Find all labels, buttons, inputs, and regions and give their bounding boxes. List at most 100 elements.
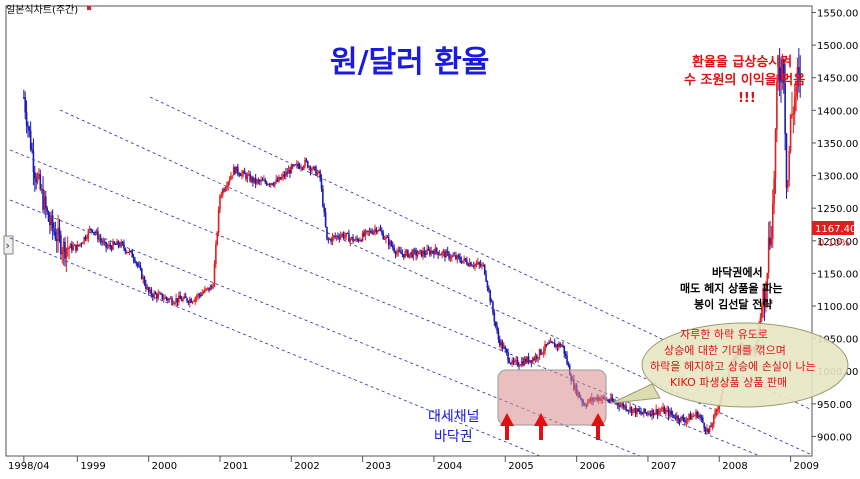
candle-body-up — [762, 288, 764, 307]
candle-body-down — [28, 126, 31, 131]
candle-body-down — [704, 428, 707, 432]
candle-body-down — [564, 354, 567, 356]
scroll-handle[interactable] — [3, 235, 14, 255]
candle-body-down — [618, 405, 620, 407]
candle-body-up — [112, 241, 114, 250]
candle-body-down — [276, 179, 279, 182]
candle-body-down — [505, 349, 508, 353]
candle-body-up — [787, 180, 789, 188]
x-tick-label: 2006 — [580, 461, 605, 472]
candle-body-up — [158, 293, 161, 295]
candle-body-down — [379, 229, 382, 231]
candle-body-down — [382, 232, 385, 240]
candle-body-up — [335, 235, 338, 237]
candle-body-up — [767, 237, 770, 273]
candle-body-up — [422, 250, 424, 257]
candle-body-down — [139, 265, 142, 269]
candle-body-down — [294, 164, 297, 166]
price-series — [23, 47, 802, 435]
candle-body-up — [500, 341, 502, 346]
candle-body-up — [95, 231, 98, 234]
candle-body-down — [113, 241, 116, 244]
candle-body-down — [566, 355, 568, 364]
candle-body-up — [789, 115, 792, 152]
candle-body-up — [445, 251, 448, 258]
candle-body-up — [328, 238, 331, 240]
candle-body-up — [282, 174, 284, 177]
candle-body-up — [275, 179, 278, 183]
candle-body-up — [128, 250, 131, 253]
candle-body-down — [663, 407, 666, 414]
candle-body-up — [378, 229, 380, 231]
candle-body-up — [664, 410, 667, 414]
candle-body-up — [87, 230, 90, 238]
candle-body-down — [707, 428, 710, 433]
candle-body-down — [390, 241, 393, 246]
candle-body-down — [134, 259, 136, 263]
candle-body-down — [494, 321, 497, 327]
x-tick-label: 2000 — [152, 461, 177, 472]
candle-body-up — [385, 236, 387, 239]
candle-body-up — [73, 244, 76, 247]
candle-body-up — [781, 59, 784, 83]
candle-body-down — [337, 235, 339, 238]
candle-body-up — [364, 230, 367, 236]
candle-body-down — [124, 248, 127, 253]
candle-body-down — [99, 238, 102, 241]
candle-body-down — [265, 182, 268, 185]
scroll-handle-glyph: › — [6, 239, 10, 252]
candle-body-up — [453, 255, 456, 257]
candle-body-up — [191, 301, 194, 303]
candle-body-down — [763, 288, 766, 302]
candle-body-up — [771, 203, 774, 239]
candle-body-up — [520, 360, 523, 366]
candle-body-down — [616, 402, 619, 406]
candle-body-down — [509, 362, 512, 364]
candle-body-down — [489, 290, 492, 302]
candle-body-down — [190, 299, 192, 303]
candle-body-up — [224, 188, 227, 191]
candle-body-down — [138, 265, 140, 267]
candle-body-up — [205, 288, 208, 290]
candle-body-up — [547, 342, 549, 346]
candle-body-up — [287, 169, 290, 174]
candle-body-up — [201, 293, 203, 296]
candle-body-up — [102, 241, 105, 243]
candle-body-up — [219, 195, 221, 210]
candle-body-up — [300, 167, 302, 169]
candle-body-up — [359, 240, 361, 242]
candle-body-up — [182, 298, 184, 301]
candle-body-down — [559, 343, 561, 347]
candle-body-down — [298, 166, 301, 169]
candle-body-down — [533, 358, 535, 360]
y-tick-label: 1500.00 — [817, 41, 858, 52]
candle-body-up — [38, 174, 40, 177]
candle-body-down — [42, 188, 44, 210]
candle-body-down — [91, 229, 94, 233]
candle-body-down — [301, 167, 304, 169]
candle-body-down — [394, 251, 397, 255]
candle-body-down — [109, 244, 112, 247]
candle-body-down — [427, 248, 430, 250]
x-tick-label: 1999 — [80, 461, 105, 472]
candle-body-down — [103, 241, 106, 243]
candle-body-down — [31, 149, 33, 152]
candle-body-up — [660, 410, 663, 412]
candle-body-down — [689, 414, 692, 420]
candle-body-down — [54, 231, 57, 240]
candle-body-up — [449, 258, 452, 260]
candle-body-down — [34, 171, 36, 179]
candle-body-up — [344, 236, 346, 238]
candle-body-up — [666, 409, 668, 411]
candle-body-down — [424, 253, 427, 255]
candle-body-down — [187, 301, 190, 303]
candle-body-down — [208, 287, 210, 291]
candle-body-down — [306, 161, 309, 168]
candle-body-up — [193, 301, 195, 303]
candle-body-up — [534, 355, 537, 360]
candle-body-down — [338, 237, 341, 239]
candle-body-down — [638, 411, 641, 413]
candle-body-down — [527, 356, 530, 363]
candle-body-down — [551, 341, 553, 343]
candle-body-up — [629, 407, 631, 411]
